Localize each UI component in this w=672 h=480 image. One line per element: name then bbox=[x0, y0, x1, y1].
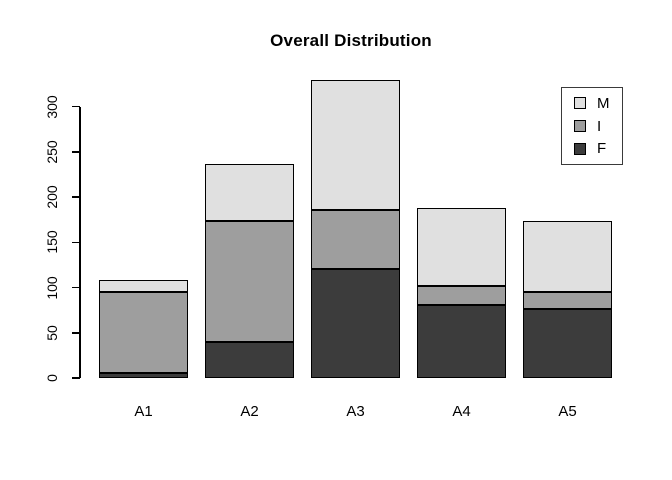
legend-swatch-I bbox=[574, 120, 586, 132]
y-tick bbox=[72, 196, 80, 198]
y-tick bbox=[72, 151, 80, 153]
legend-label-M: M bbox=[597, 94, 610, 112]
bar-A4-segment-I bbox=[417, 285, 506, 305]
bar-A5-segment-M bbox=[523, 220, 612, 292]
x-axis-label-A3: A3 bbox=[346, 403, 365, 420]
y-tick-label: 250 bbox=[44, 140, 60, 164]
y-tick-label: 50 bbox=[44, 324, 60, 341]
legend-item-M: M bbox=[574, 96, 622, 111]
bar-A1-segment-I bbox=[99, 292, 188, 374]
y-tick bbox=[72, 241, 80, 243]
bar-A2-segment-F bbox=[205, 341, 294, 378]
bar-A4-segment-F bbox=[417, 304, 506, 378]
chart-title: Overall Distribution bbox=[270, 31, 432, 50]
bar-A5-segment-I bbox=[523, 292, 612, 310]
y-tick bbox=[72, 377, 80, 379]
y-tick-label: 150 bbox=[44, 230, 60, 254]
y-tick-label: 0 bbox=[44, 374, 60, 382]
x-axis-label-A4: A4 bbox=[452, 403, 471, 420]
y-tick bbox=[72, 105, 80, 108]
bar-A3-segment-M bbox=[311, 80, 400, 210]
legend-swatch-M bbox=[574, 97, 586, 110]
bar-A3-segment-F bbox=[311, 269, 400, 378]
y-tick-label: 200 bbox=[44, 185, 60, 209]
bar-A3-segment-I bbox=[311, 209, 400, 270]
legend-label-F: F bbox=[597, 140, 607, 158]
y-tick bbox=[72, 286, 80, 289]
legend-label-I: I bbox=[597, 117, 602, 135]
bar-A1-segment-F bbox=[99, 373, 188, 378]
bar-A4-segment-M bbox=[417, 207, 506, 286]
bar-A2-segment-M bbox=[205, 164, 294, 222]
y-tick bbox=[72, 332, 80, 334]
bar-A2-segment-I bbox=[205, 221, 294, 342]
legend-item-I: I bbox=[574, 119, 622, 134]
bar-A1-segment-M bbox=[99, 280, 188, 292]
legend-swatch-F bbox=[574, 142, 586, 155]
y-tick-label: 300 bbox=[44, 94, 60, 119]
y-tick-label: 100 bbox=[44, 275, 60, 300]
x-axis-label-A1: A1 bbox=[134, 403, 153, 420]
bar-A5-segment-F bbox=[523, 309, 612, 378]
legend-item-F: F bbox=[574, 141, 622, 156]
x-axis-label-A5: A5 bbox=[558, 403, 577, 420]
x-axis-label-A2: A2 bbox=[240, 403, 259, 420]
